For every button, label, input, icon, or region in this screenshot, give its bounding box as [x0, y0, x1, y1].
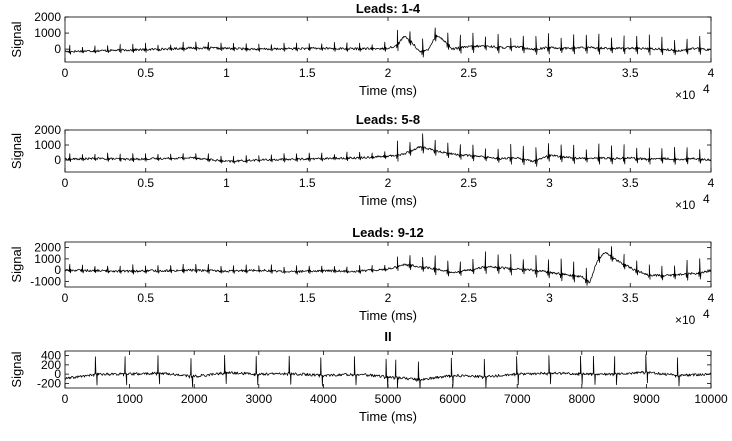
signal-trace: [65, 27, 711, 58]
signal-trace: [65, 133, 711, 167]
y-tick-label: 2000: [34, 10, 61, 24]
x-tick-label: 10000: [694, 392, 728, 406]
chart-title: Leads: 5-8: [356, 112, 420, 127]
signal-trace: [65, 246, 711, 286]
x-tick-label: 0: [62, 176, 69, 190]
x-tick-label: 1000: [116, 392, 143, 406]
x-tick-label: 4: [708, 176, 715, 190]
x-tick-label: 1: [223, 176, 230, 190]
x-tick-label: 9000: [633, 392, 660, 406]
x-axis-exponent-power: 4: [703, 82, 710, 96]
x-axis-label: Time (ms): [359, 308, 417, 323]
x-tick-label: 0: [62, 291, 69, 305]
x-axis-label: Time (ms): [359, 409, 417, 424]
chart-title: II: [384, 329, 391, 344]
x-tick-label: 3.5: [622, 66, 639, 80]
y-tick-label: 200: [41, 358, 61, 372]
x-tick-label: 0: [62, 392, 69, 406]
chart-panel-1: 0 0.5 1 1.5 2 2.5 3 3.5 4 0 1000 2000 Leads: 1-4 Time…: [9, 1, 715, 102]
x-tick-label: 2: [385, 176, 392, 190]
x-tick-label: 3000: [245, 392, 272, 406]
x-tick-label: 1.5: [299, 66, 316, 80]
x-tick-label: 7000: [504, 392, 531, 406]
x-tick-label: 0.5: [137, 291, 154, 305]
y-tick-label: 2000: [34, 241, 61, 255]
plot-area: [64, 129, 712, 173]
x-tick-label: 3: [546, 291, 553, 305]
y-axis-label: Signal: [9, 133, 24, 169]
y-tick-label: 0: [54, 367, 61, 381]
y-axis-label: Signal: [9, 246, 24, 282]
y-tick-label: 1000: [34, 252, 61, 266]
x-tick-label: 3.5: [622, 291, 639, 305]
x-tick-label: 2.5: [460, 66, 477, 80]
x-tick-label: 1: [223, 66, 230, 80]
y-tick-label: 0: [54, 263, 61, 277]
x-tick-label: 2.5: [460, 291, 477, 305]
chart-title: Leads: 1-4: [356, 1, 421, 16]
signal-trace: [65, 354, 711, 388]
x-tick-label: 1.5: [299, 176, 316, 190]
x-tick-label: 2: [385, 66, 392, 80]
x-tick-label: 3: [546, 66, 553, 80]
x-axis-exponent: ×10: [675, 88, 696, 102]
x-tick-label: 0: [62, 66, 69, 80]
y-tick-label: 0: [54, 153, 61, 167]
x-tick-label: 0.5: [137, 176, 154, 190]
x-tick-label: 4: [708, 66, 715, 80]
x-axis-exponent: ×10: [675, 198, 696, 212]
x-axis-exponent: ×10: [675, 313, 696, 327]
x-axis-label: Time (ms): [359, 193, 417, 208]
x-axis-exponent-power: 4: [703, 307, 710, 321]
x-tick-label: 1: [223, 291, 230, 305]
y-tick-label: -200: [37, 376, 61, 390]
x-tick-label: 3.5: [622, 176, 639, 190]
y-tick-label: 2000: [34, 123, 61, 137]
x-tick-label: 2000: [181, 392, 208, 406]
chart-title: Leads: 9-12: [352, 225, 424, 240]
x-tick-label: 2: [385, 291, 392, 305]
x-tick-label: 0.5: [137, 66, 154, 80]
y-tick-label: -1000: [30, 274, 61, 288]
x-tick-label: 3: [546, 176, 553, 190]
x-tick-label: 6000: [439, 392, 466, 406]
y-axis-label: Signal: [9, 351, 24, 387]
x-tick-label: 8000: [568, 392, 595, 406]
y-axis-label: Signal: [9, 21, 24, 57]
x-axis-label: Time (ms): [359, 83, 417, 98]
y-tick-label: 400: [41, 349, 61, 363]
plot-area: [64, 16, 712, 63]
x-tick-label: 4000: [310, 392, 337, 406]
x-tick-label: 2.5: [460, 176, 477, 190]
y-tick-label: 1000: [34, 26, 61, 40]
x-tick-label: 1.5: [299, 291, 316, 305]
y-tick-label: 0: [54, 42, 61, 56]
x-axis-exponent-power: 4: [703, 192, 710, 206]
y-tick-label: 1000: [34, 138, 61, 152]
chart-panel-4: 0 1000 2000 3000 4000 5000 6000 7000 8000 9000 100…: [9, 329, 728, 424]
plot-area: [64, 241, 712, 288]
x-tick-label: 5000: [375, 392, 402, 406]
x-tick-label: 4: [708, 291, 715, 305]
